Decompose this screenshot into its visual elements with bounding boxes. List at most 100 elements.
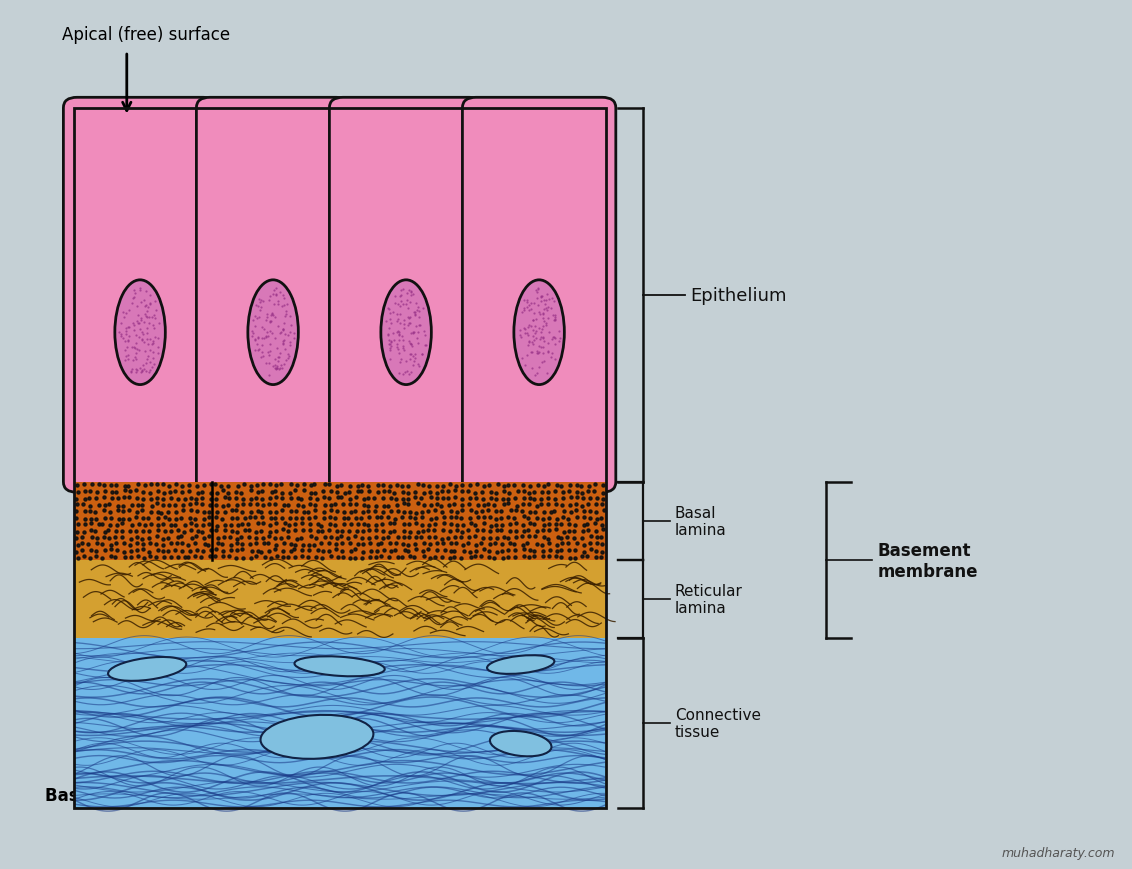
Point <box>571 437 589 451</box>
Point <box>211 226 229 240</box>
Point <box>91 450 109 464</box>
Point <box>540 413 558 427</box>
Point <box>368 256 386 270</box>
Point <box>420 193 438 207</box>
Point <box>163 218 181 232</box>
Point <box>72 179 91 193</box>
Point <box>477 433 495 447</box>
Point <box>238 234 256 248</box>
Point <box>300 398 318 412</box>
Point <box>189 400 207 414</box>
Point <box>578 362 597 376</box>
Point <box>526 236 544 250</box>
Point <box>435 450 453 464</box>
Point <box>247 207 265 221</box>
Point <box>329 235 348 249</box>
Point <box>204 314 222 328</box>
Point <box>119 279 137 293</box>
Point <box>452 433 470 447</box>
Point <box>500 461 518 475</box>
Point <box>487 249 505 263</box>
Point <box>237 314 255 328</box>
Point <box>122 139 140 153</box>
Point <box>165 458 183 472</box>
Point <box>374 402 392 416</box>
Point <box>220 246 238 260</box>
Point <box>392 295 410 308</box>
Point <box>498 220 516 234</box>
Point <box>284 336 302 350</box>
Point <box>393 229 411 242</box>
Point <box>121 401 139 415</box>
Point <box>143 195 161 209</box>
Point <box>540 444 558 458</box>
Point <box>160 116 178 130</box>
Point <box>316 108 334 122</box>
Point <box>435 118 453 132</box>
Point <box>474 217 492 231</box>
Point <box>308 318 326 332</box>
Point <box>267 427 285 441</box>
Point <box>247 411 265 425</box>
Point <box>88 427 106 441</box>
Point <box>410 282 428 296</box>
Point <box>552 117 571 131</box>
Point <box>328 129 346 143</box>
Point <box>278 452 297 466</box>
Point <box>452 439 470 453</box>
Point <box>543 334 561 348</box>
Point <box>500 415 518 429</box>
Point <box>255 114 273 128</box>
Point <box>524 308 542 322</box>
Point <box>374 388 392 402</box>
Point <box>357 449 375 463</box>
Point <box>424 116 443 130</box>
Point <box>473 206 491 220</box>
Point <box>209 282 228 295</box>
Point <box>421 467 439 481</box>
Point <box>87 230 105 244</box>
Point <box>305 337 323 351</box>
Point <box>76 233 94 247</box>
Point <box>393 207 411 221</box>
Point <box>92 322 110 335</box>
Point <box>515 307 533 321</box>
Point <box>185 428 203 442</box>
Point <box>188 376 206 390</box>
Point <box>375 289 393 303</box>
Point <box>567 460 585 474</box>
Point <box>588 270 606 284</box>
Point <box>257 444 275 458</box>
Point <box>245 108 263 122</box>
Point <box>249 314 267 328</box>
Point <box>276 439 294 453</box>
FancyBboxPatch shape <box>329 98 483 493</box>
Point <box>360 315 378 329</box>
Point <box>509 448 528 462</box>
Point <box>398 345 417 359</box>
Point <box>161 280 179 294</box>
Point <box>265 186 283 200</box>
Point <box>539 425 557 439</box>
Point <box>582 325 600 339</box>
Point <box>566 350 584 364</box>
Point <box>492 201 511 215</box>
Point <box>540 381 558 395</box>
Point <box>388 345 406 359</box>
Point <box>526 231 544 245</box>
Point <box>135 320 153 334</box>
Point <box>376 156 394 170</box>
Point <box>293 442 311 456</box>
Point <box>460 331 478 345</box>
Point <box>403 347 421 361</box>
Point <box>195 305 213 319</box>
Point <box>559 307 577 321</box>
Point <box>288 269 306 282</box>
Point <box>357 219 375 233</box>
Point <box>544 340 563 354</box>
Point <box>341 321 359 335</box>
Point <box>240 248 258 262</box>
Point <box>567 247 585 261</box>
Point <box>135 247 153 261</box>
Text: muhadharaty.com: muhadharaty.com <box>1002 846 1115 859</box>
